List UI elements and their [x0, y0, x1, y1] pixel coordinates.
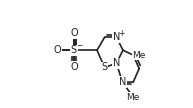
Text: S: S: [102, 63, 108, 72]
Text: Me: Me: [132, 51, 146, 60]
Text: O: O: [54, 45, 61, 55]
Text: N: N: [113, 58, 120, 68]
Text: N: N: [113, 32, 120, 42]
Text: S: S: [71, 45, 77, 55]
Text: N: N: [113, 32, 120, 42]
Text: O: O: [70, 62, 78, 72]
Text: Me: Me: [127, 93, 140, 102]
Text: O: O: [70, 29, 78, 38]
Text: N: N: [119, 77, 126, 87]
Text: −: −: [76, 41, 82, 50]
Text: +: +: [118, 29, 124, 38]
